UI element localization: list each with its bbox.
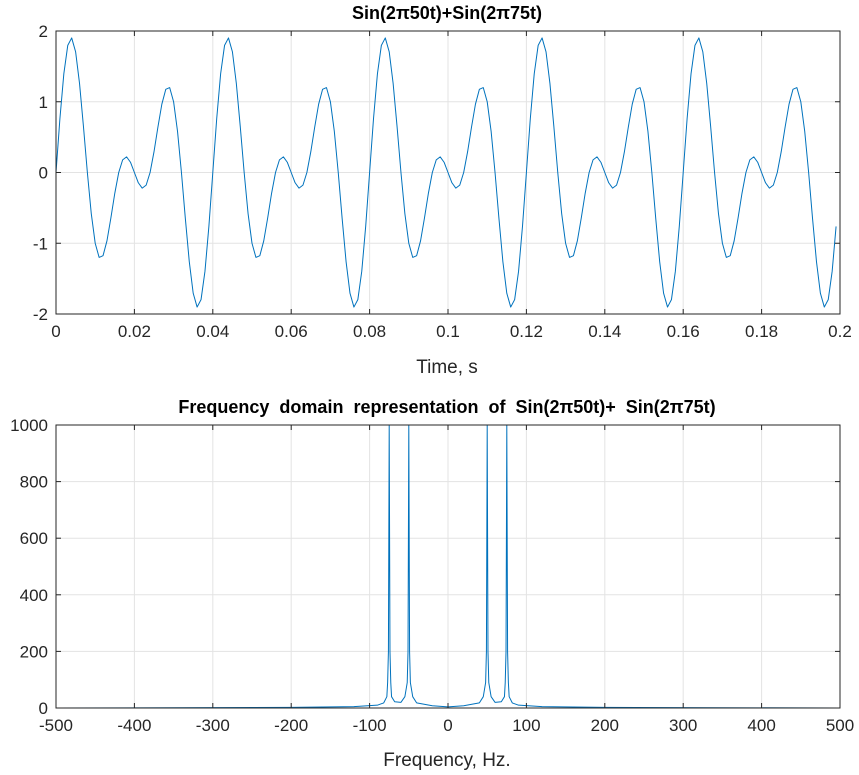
frequency-plot-y-tick-label: 200 [20, 642, 48, 661]
time-plot-x-tick-label: 0.02 [118, 322, 151, 341]
frequency-plot-x-tick-label: 500 [826, 716, 854, 735]
time-plot-x-tick-label: 0.18 [745, 322, 778, 341]
time-plot-x-tick-label: 0.06 [275, 322, 308, 341]
time-plot-x-tick-label: 0.08 [353, 322, 386, 341]
time-plot-y-tick-label: -1 [33, 234, 48, 253]
time-domain-plot: 0 0.02 0.04 0.06 0.08 0.1 0.12 0.14 0.16 0.18 0.2 … [33, 3, 852, 378]
frequency-plot-y-tick-label: 600 [20, 529, 48, 548]
frequency-plot-x-tick-label: -400 [117, 716, 151, 735]
time-plot-series [55, 37, 837, 308]
time-plot-y-tick-label: 2 [39, 22, 48, 41]
time-plot-x-axis-label: Time, s [416, 357, 478, 378]
time-plot-y-tick-label: 1 [39, 93, 48, 112]
frequency-plot-x-axis-label: Frequency, Hz. [383, 750, 510, 771]
frequency-plot-x-tick-label: 0 [443, 716, 452, 735]
frequency-plot-y-tick-label: 800 [20, 473, 48, 492]
frequency-plot-x-tick-label: -500 [39, 716, 73, 735]
time-plot-x-tick-label: 0.04 [196, 322, 229, 341]
frequency-plot-x-tick-label: -100 [353, 716, 387, 735]
time-plot-y-ticks: -2 -1 0 1 2 [33, 22, 840, 324]
frequency-plot-y-tick-label: 400 [20, 586, 48, 605]
time-plot-x-ticks: 0 0.02 0.04 0.06 0.08 0.1 0.12 0.14 0.16 0.18 0.2 [51, 31, 852, 341]
frequency-plot-y-tick-label: 1000 [10, 416, 48, 435]
time-plot-x-tick-label: 0.14 [588, 322, 621, 341]
time-plot-x-tick-label: 0.1 [436, 322, 460, 341]
time-plot-x-tick-label: 0.12 [510, 322, 543, 341]
frequency-plot-y-ticks: 0 200 400 600 800 1000 [10, 416, 840, 718]
frequency-domain-plot: -500 -400 -300 -200 -100 0 100 200 300 400 500 0 20… [10, 397, 854, 771]
frequency-plot-y-tick-label: 0 [39, 699, 48, 718]
frequency-plot-x-tick-label: 200 [591, 716, 619, 735]
time-plot-series-line-0 [55, 37, 837, 308]
time-plot-x-tick-label: 0 [51, 322, 60, 341]
time-plot-title: Sin(2π50t)+Sin(2π75t) [352, 3, 542, 23]
time-plot-y-tick-label: 0 [39, 164, 48, 183]
frequency-plot-x-tick-label: -300 [196, 716, 230, 735]
time-plot-x-tick-label: 0.16 [667, 322, 700, 341]
frequency-plot-grid [56, 425, 840, 708]
time-plot-x-tick-label: 0.2 [828, 322, 852, 341]
time-plot-y-tick-label: -2 [33, 305, 48, 324]
frequency-plot-x-tick-label: -200 [274, 716, 308, 735]
frequency-plot-x-tick-label: 100 [512, 716, 540, 735]
frequency-plot-x-tick-label: 400 [747, 716, 775, 735]
frequency-plot-title: Frequency domain representation of Sin(2… [178, 397, 715, 417]
frequency-plot-x-ticks: -500 -400 -300 -200 -100 0 100 200 300 400 500 [39, 425, 854, 735]
frequency-plot-x-tick-label: 300 [669, 716, 697, 735]
